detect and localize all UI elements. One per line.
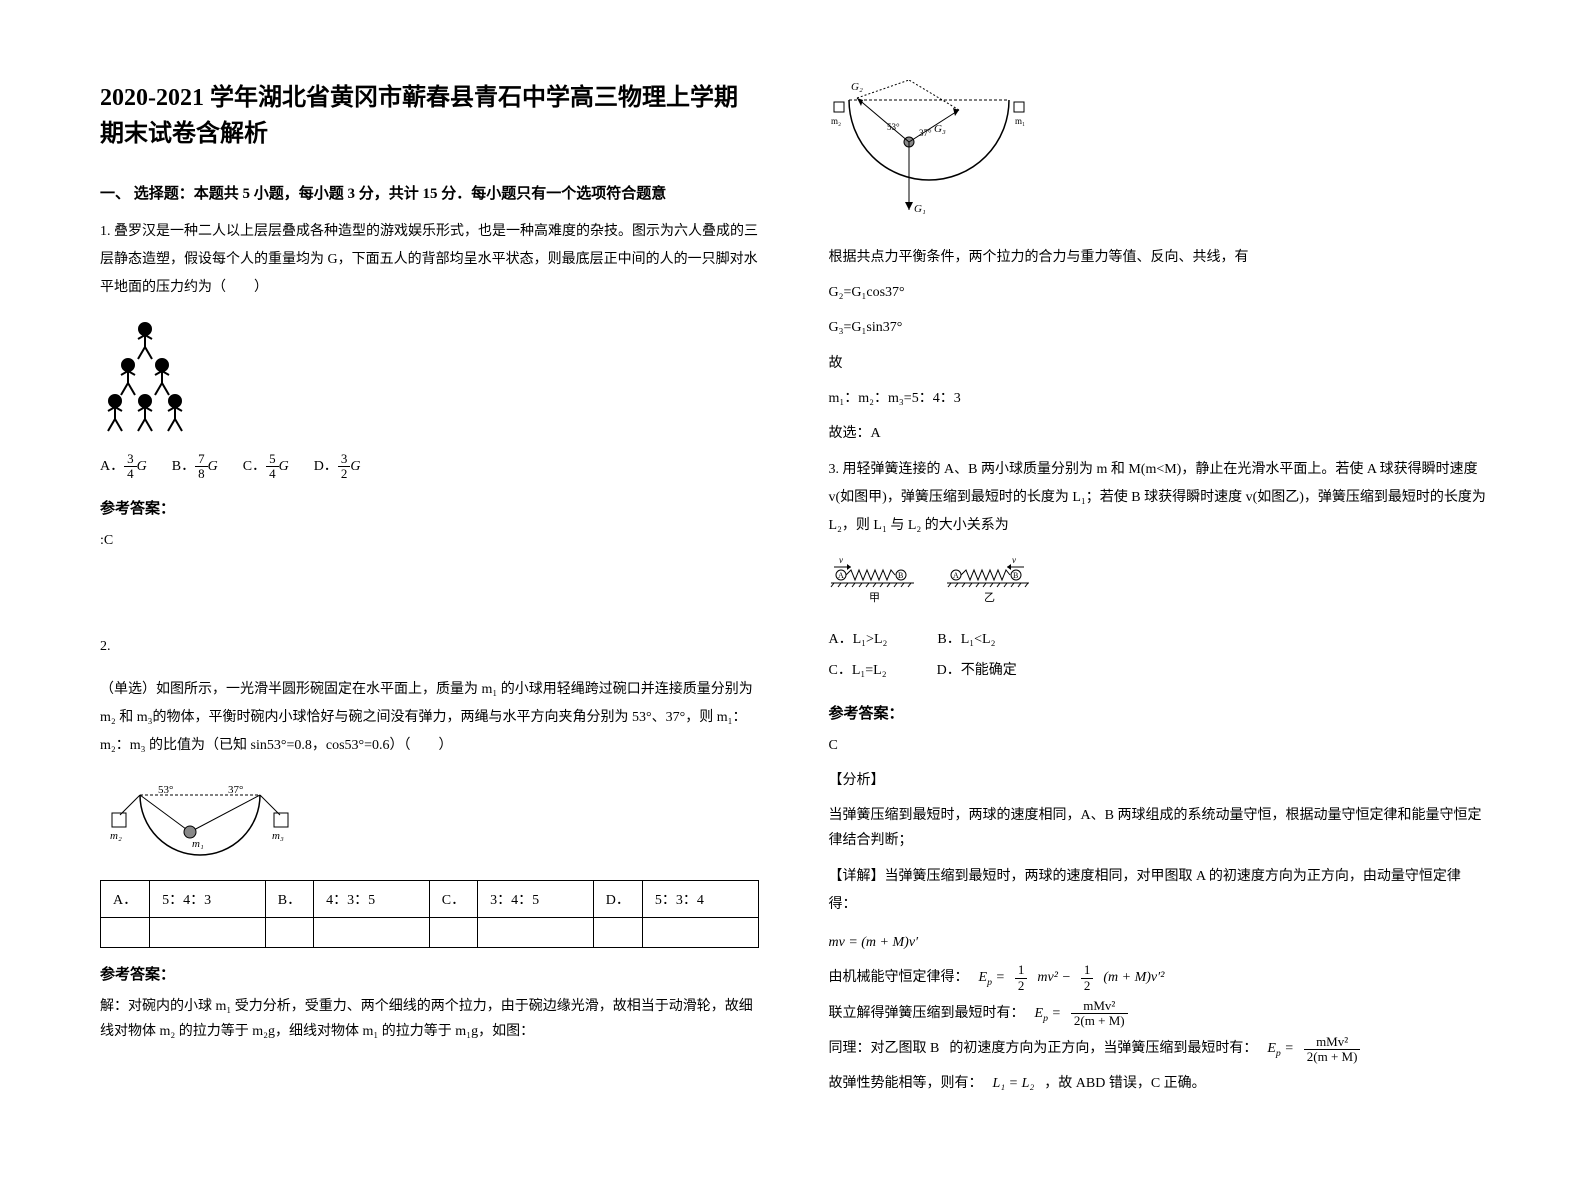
- q1-answer: :C: [100, 528, 759, 553]
- svg-text:乙: 乙: [984, 591, 995, 604]
- svg-text:m₁: m₁: [192, 838, 204, 850]
- q1-figure: [100, 317, 190, 437]
- q3-detail-intro: 【详解】当弹簧压缩到最短时，两球的速度相同，对甲图取 A 的初速度方向为正方向，…: [829, 863, 1488, 957]
- q2-opt-c-label: C．: [429, 880, 477, 917]
- q2-options-table: A． 5：4：3 B． 4：3：5 C． 3：4：5 D． 5：3：4: [100, 880, 759, 948]
- q3-opt-d: D．不能确定: [937, 656, 1017, 687]
- q2-opt-d-label: D．: [593, 880, 642, 917]
- q1-option-a: A．34G: [100, 452, 147, 482]
- svg-text:B: B: [898, 571, 903, 580]
- section-header: 一、 选择题：本题共 5 小题，每小题 3 分，共计 15 分．每小题只有一个选…: [100, 182, 759, 203]
- svg-text:甲: 甲: [869, 592, 880, 604]
- svg-text:53°: 53°: [887, 122, 900, 132]
- q3-analysis: 当弹簧压缩到最短时，两球的速度相同，A、B 两球组成的系统动量守恒，根据动量守恒…: [829, 803, 1488, 853]
- q2-force-diagram: G₂ G₃ G₁ 53° 37° m₂ m₁: [829, 80, 1049, 230]
- sol-line-5: 故选：A: [829, 421, 1488, 446]
- svg-text:53°: 53°: [158, 784, 173, 796]
- svg-text:m₃: m₃: [272, 830, 284, 842]
- document-title: 2020-2021 学年湖北省黄冈市蕲春县青石中学高三物理上学期期末试卷含解析: [100, 80, 759, 152]
- sol-line-1: G₂=G₁cos37°: [829, 280, 1488, 305]
- sol-line-3: 故: [829, 351, 1488, 376]
- svg-text:A: A: [953, 571, 959, 580]
- q3-analysis-header: 【分析】: [829, 768, 1488, 793]
- q3-eq3: 同理：对乙图取 B的初速度方向为正方向，当弹簧压缩到最短时有： Ep = mMv…: [829, 1035, 1488, 1065]
- q3-options: A．L₁>L₂ B．L₁<L₂ C．L₁=L₂ D．不能确定: [829, 625, 1488, 687]
- q1-text: 1. 叠罗汉是一种二人以上层层叠成各种造型的游戏娱乐形式，也是一种高难度的杂技。…: [100, 218, 759, 302]
- svg-text:m₂: m₂: [831, 116, 841, 126]
- q2-answer-header: 参考答案：: [100, 963, 759, 984]
- q3-conclusion: 故弹性势能相等，则有： L₁ = L₂ ，故 ABD 错误，C 正确。: [829, 1070, 1488, 1098]
- q1-options: A．34G B．78G C．54G D．32G: [100, 452, 759, 482]
- q2-solution: 解：对碗内的小球 m₁ 受力分析，受重力、两个细线的两个拉力，由于碗边缘光滑，故…: [100, 994, 759, 1044]
- q2-opt-d: 5：3：4: [642, 880, 758, 917]
- q3-eq1: 由机械能守恒定律得： Ep = 12mv² − 12(m + M)v′²: [829, 963, 1488, 993]
- q1-option-d: D．32G: [314, 452, 361, 482]
- sol-line-4: m₁：m₂：m₃=5：4：3: [829, 386, 1488, 411]
- q2-text: （单选）如图所示，一光滑半圆形碗固定在水平面上，质量为 m₁ 的小球用轻绳跨过碗…: [100, 676, 759, 760]
- sol-line-2: G₃=G₁sin37°: [829, 315, 1488, 340]
- q3-opt-a: A．L₁>L₂: [829, 625, 888, 656]
- q2-num: 2.: [100, 633, 759, 661]
- q3-text: 3. 用轻弹簧连接的 A、B 两小球质量分别为 m 和 M(m<M)，静止在光滑…: [829, 456, 1488, 540]
- q3-opt-c: C．L₁=L₂: [829, 656, 887, 687]
- q2-opt-a: 5：4：3: [150, 880, 266, 917]
- svg-text:v: v: [839, 555, 843, 565]
- q3-eq2: 联立解得弹簧压缩到最短时有： Ep = mMv²2(m + M): [829, 999, 1488, 1029]
- svg-text:G₁: G₁: [914, 203, 926, 215]
- svg-text:37°: 37°: [228, 784, 243, 796]
- q2-figure: 53° 37° m₂ m₃ m₁: [100, 775, 300, 865]
- q2-opt-b: 4：3：5: [314, 880, 430, 917]
- q1-option-b: B．78G: [172, 452, 218, 482]
- q3-opt-b: B．L₁<L₂: [937, 625, 995, 656]
- svg-text:G₂: G₂: [851, 81, 863, 93]
- svg-text:G₃: G₃: [934, 123, 946, 135]
- right-column: G₂ G₃ G₁ 53° 37° m₂ m₁ 根据共点力平衡条件，两个拉力的合力…: [829, 80, 1488, 1104]
- q1-option-c: C．54G: [243, 452, 289, 482]
- svg-text:m₂: m₂: [110, 830, 122, 842]
- svg-text:m₁: m₁: [1015, 116, 1025, 126]
- svg-text:A: A: [838, 571, 844, 580]
- q3-spring-figure: A v B 甲 A B v 乙: [829, 555, 1049, 615]
- q2-opt-b-label: B．: [265, 880, 313, 917]
- svg-text:37°: 37°: [919, 128, 932, 138]
- q3-answer: C: [829, 733, 1488, 758]
- q1-answer-header: 参考答案：: [100, 497, 759, 518]
- sol-line-0: 根据共点力平衡条件，两个拉力的合力与重力等值、反向、共线，有: [829, 245, 1488, 270]
- q2-opt-c: 3：4：5: [478, 880, 594, 917]
- left-column: 2020-2021 学年湖北省黄冈市蕲春县青石中学高三物理上学期期末试卷含解析 …: [100, 80, 759, 1104]
- svg-text:v: v: [1012, 555, 1016, 565]
- svg-text:B: B: [1013, 571, 1018, 580]
- q2-opt-a-label: A．: [101, 880, 150, 917]
- q3-answer-header: 参考答案：: [829, 702, 1488, 723]
